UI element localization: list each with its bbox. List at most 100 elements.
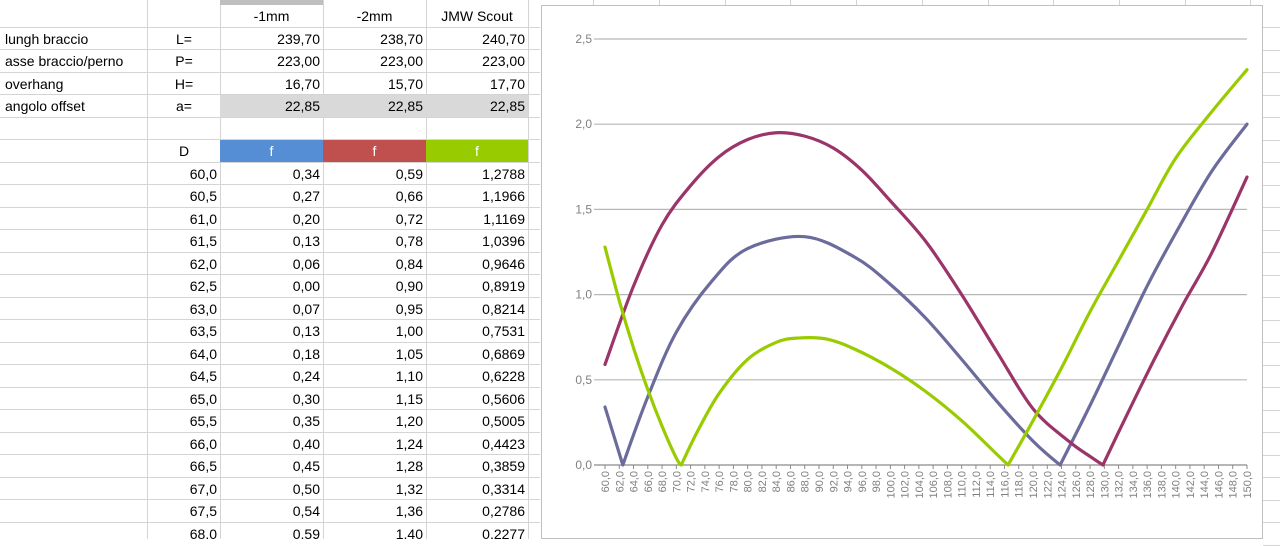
header-cell[interactable]: D <box>178 143 190 159</box>
f-cell[interactable]: 0,20 <box>292 210 320 227</box>
f-cell[interactable]: 0,3859 <box>482 458 525 474</box>
param-label[interactable]: angolo offset <box>5 98 85 114</box>
f-cell[interactable]: 0,3314 <box>482 480 525 497</box>
series-line-1[interactable] <box>603 122 1249 467</box>
header-cell[interactable]: f <box>220 140 323 162</box>
f-cell[interactable]: 0,95 <box>395 300 423 317</box>
header-cell[interactable]: -1mm <box>253 8 290 24</box>
d-cell[interactable]: 64,5 <box>189 368 217 384</box>
d-cell[interactable]: 62,0 <box>189 255 217 272</box>
d-cell[interactable]: 60,5 <box>189 188 217 204</box>
param-symbol[interactable]: L= <box>176 30 192 47</box>
spreadsheet[interactable]: -1mm -2mm JMW Scout lungh braccio L= 239,7… <box>0 0 540 539</box>
f-cell[interactable]: 0,34 <box>292 165 320 182</box>
d-cell[interactable]: 62,5 <box>189 278 217 294</box>
f-cell[interactable]: 1,28 <box>395 458 423 474</box>
f-cell[interactable]: 0,40 <box>292 435 320 452</box>
param-value[interactable]: 22,85 <box>220 95 323 117</box>
f-cell[interactable]: 0,9646 <box>482 255 525 272</box>
f-cell[interactable]: 1,00 <box>395 323 423 339</box>
param-symbol[interactable]: a= <box>176 98 192 114</box>
series-line-3[interactable] <box>603 68 1249 467</box>
d-cell[interactable]: 61,5 <box>189 233 217 249</box>
f-cell[interactable]: 0,72 <box>395 210 423 227</box>
f-cell[interactable]: 0,2277 <box>482 525 525 540</box>
param-value[interactable]: 223,00 <box>482 53 525 69</box>
d-cell[interactable]: 60,0 <box>189 165 217 182</box>
f-cell[interactable]: 0,50 <box>292 480 320 497</box>
param-value[interactable]: 223,00 <box>380 53 423 69</box>
param-value[interactable]: 22,85 <box>323 95 426 117</box>
d-cell[interactable]: 65,0 <box>189 390 217 407</box>
f-cell[interactable]: 0,59 <box>395 165 423 182</box>
f-cell[interactable]: 0,4423 <box>482 435 525 452</box>
d-cell[interactable]: 67,0 <box>189 480 217 497</box>
f-cell[interactable]: 1,0396 <box>482 233 525 249</box>
d-cell[interactable]: 63,0 <box>189 300 217 317</box>
f-cell[interactable]: 1,1169 <box>483 210 525 227</box>
f-cell[interactable]: 0,5005 <box>482 413 525 429</box>
header-cell[interactable]: JMW Scout <box>441 8 513 24</box>
f-cell[interactable]: 1,05 <box>395 345 423 362</box>
series-line-2[interactable] <box>603 130 1249 467</box>
param-value[interactable]: 17,70 <box>489 75 525 92</box>
f-cell[interactable]: 0,8919 <box>482 278 525 294</box>
header-cell[interactable]: f <box>323 140 426 162</box>
d-cell[interactable]: 67,5 <box>189 503 217 519</box>
f-cell[interactable]: 0,66 <box>395 188 423 204</box>
f-cell[interactable]: 0,90 <box>395 278 423 294</box>
f-cell[interactable]: 0,13 <box>292 233 320 249</box>
header-cell[interactable]: -2mm <box>356 8 393 24</box>
f-cell[interactable]: 0,5606 <box>482 390 525 407</box>
f-cell[interactable]: 0,8214 <box>482 300 525 317</box>
d-cell[interactable]: 66,5 <box>189 458 217 474</box>
f-cell[interactable]: 1,15 <box>395 390 423 407</box>
f-cell[interactable]: 0,59 <box>292 525 320 540</box>
d-cell[interactable]: 65,5 <box>189 413 217 429</box>
f-cell[interactable]: 0,54 <box>292 503 320 519</box>
f-cell[interactable]: 0,6228 <box>482 368 525 384</box>
f-cell[interactable]: 0,00 <box>292 278 320 294</box>
f-cell[interactable]: 1,10 <box>395 368 423 384</box>
param-label[interactable]: lungh braccio <box>5 30 89 47</box>
f-cell[interactable]: 0,30 <box>292 390 320 407</box>
param-label[interactable]: asse braccio/perno <box>5 53 124 69</box>
f-cell[interactable]: 1,2788 <box>482 165 525 182</box>
f-cell[interactable]: 1,1966 <box>482 188 525 204</box>
f-cell[interactable]: 0,07 <box>292 300 320 317</box>
param-value[interactable]: 240,70 <box>482 30 525 47</box>
param-value[interactable]: 22,85 <box>426 95 528 117</box>
f-cell[interactable]: 0,7531 <box>482 323 525 339</box>
f-cell[interactable]: 0,18 <box>292 345 320 362</box>
f-cell[interactable]: 0,35 <box>292 413 320 429</box>
f-cell[interactable]: 0,45 <box>292 458 320 474</box>
param-value[interactable]: 239,70 <box>277 30 320 47</box>
f-cell[interactable]: 0,6869 <box>482 345 525 362</box>
header-cell[interactable]: f <box>426 140 528 162</box>
param-value[interactable]: 223,00 <box>277 53 320 69</box>
f-cell[interactable]: 1,36 <box>395 503 423 519</box>
f-cell[interactable]: 1,32 <box>395 480 423 497</box>
d-cell[interactable]: 63,5 <box>189 323 217 339</box>
f-cell[interactable]: 0,06 <box>292 255 320 272</box>
f-cell[interactable]: 1,20 <box>395 413 423 429</box>
f-cell[interactable]: 1,40 <box>395 525 423 540</box>
d-cell[interactable]: 64,0 <box>189 345 217 362</box>
f-cell[interactable]: 1,24 <box>395 435 423 452</box>
d-cell[interactable]: 61,0 <box>189 210 217 227</box>
param-symbol[interactable]: P= <box>175 53 193 69</box>
param-value[interactable]: 15,70 <box>387 75 423 92</box>
f-cell[interactable]: 0,27 <box>292 188 320 204</box>
param-value[interactable]: 238,70 <box>380 30 423 47</box>
f-cell[interactable]: 0,24 <box>292 368 320 384</box>
d-cell[interactable]: 66,0 <box>189 435 217 452</box>
f-cell[interactable]: 0,2786 <box>482 503 525 519</box>
d-cell[interactable]: 68,0 <box>189 525 217 540</box>
param-symbol[interactable]: H= <box>174 75 194 92</box>
line-chart[interactable]: 0,0 0,5 1,0 1,5 2,0 2,5 60,0 62,0 64,0 66,0 68,0 70… <box>541 5 1263 539</box>
f-cell[interactable]: 0,84 <box>395 255 423 272</box>
f-cell[interactable]: 0,78 <box>395 233 423 249</box>
param-label[interactable]: overhang <box>5 75 64 92</box>
param-value[interactable]: 16,70 <box>284 75 320 92</box>
f-cell[interactable]: 0,13 <box>292 323 320 339</box>
